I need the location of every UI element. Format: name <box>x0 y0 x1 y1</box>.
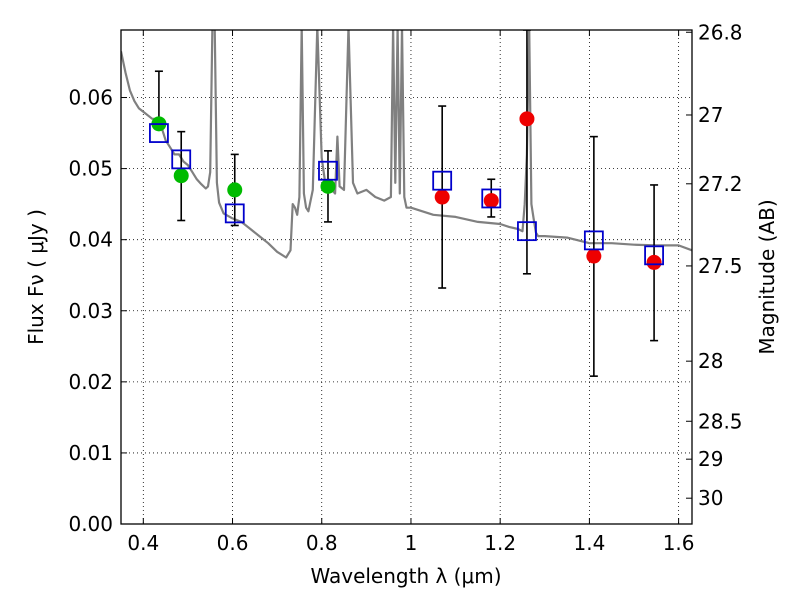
x-tick-label: 0.8 <box>306 531 338 555</box>
grid <box>121 30 692 525</box>
mag-tick-label: 26.8 <box>698 20 743 44</box>
mag-tick-label: 28.5 <box>698 409 743 433</box>
red-photometry-point <box>586 248 602 264</box>
y-tick-label: 0.02 <box>68 370 113 394</box>
model-band-square <box>644 245 664 266</box>
data-point-layer <box>149 111 664 270</box>
green-photometry-point <box>320 178 336 194</box>
mag-tick-label: 30 <box>698 486 723 510</box>
mag-tick-label: 29 <box>698 447 723 471</box>
model-band-square <box>149 123 169 143</box>
y-tick-label: 0.01 <box>68 441 113 465</box>
x-axis-title: Wavelength λ (μm) <box>310 564 501 588</box>
x-tick-label: 0.6 <box>217 531 249 555</box>
y-tick-label: 0.00 <box>68 512 113 536</box>
tick-layer: 0.4 0.6 0.8 1 1.2 1.4 1.6 0.00 0.01 0.02 0.03 0.04 0… <box>68 20 742 555</box>
model-band-square <box>583 230 604 251</box>
red-photometry-point <box>483 193 499 209</box>
y-tick-label: 0.03 <box>68 299 113 323</box>
plot-frame <box>120 29 693 525</box>
red-photometry-point <box>519 111 535 127</box>
plot-border <box>120 29 693 525</box>
model-band-square <box>481 188 502 209</box>
model-band-square <box>224 203 245 224</box>
model-spectrum-layer <box>121 30 692 259</box>
mag-tick-label: 27.2 <box>698 172 743 196</box>
green-photometry-point <box>173 168 189 184</box>
mag-tick-label: 27 <box>698 103 723 127</box>
red-photometry-point <box>646 254 662 270</box>
y-tick-label: 0.04 <box>68 228 113 252</box>
x-tick-label: 1.4 <box>573 531 605 555</box>
model-band-square <box>318 160 338 181</box>
y-tick-label: 0.05 <box>68 157 113 181</box>
y-tick-label: 0.06 <box>68 86 113 110</box>
red-photometry-point <box>434 189 450 205</box>
model-band-square <box>171 149 192 170</box>
model-spectrum-line <box>121 30 692 259</box>
green-photometry-point <box>227 182 243 198</box>
y-axis-title: Flux Fν ( μJy ) <box>24 209 48 345</box>
right-axis-title: Magnitude (AB) <box>755 199 779 354</box>
x-tick-label: 1 <box>405 531 418 555</box>
mag-tick-label: 27.5 <box>698 254 743 278</box>
model-band-square <box>517 221 537 242</box>
model-band-square <box>432 170 453 191</box>
mag-tick-label: 28 <box>698 349 723 373</box>
x-tick-label: 1.2 <box>484 531 516 555</box>
x-tick-label: 0.4 <box>127 531 159 555</box>
x-tick-label: 1.6 <box>663 531 695 555</box>
